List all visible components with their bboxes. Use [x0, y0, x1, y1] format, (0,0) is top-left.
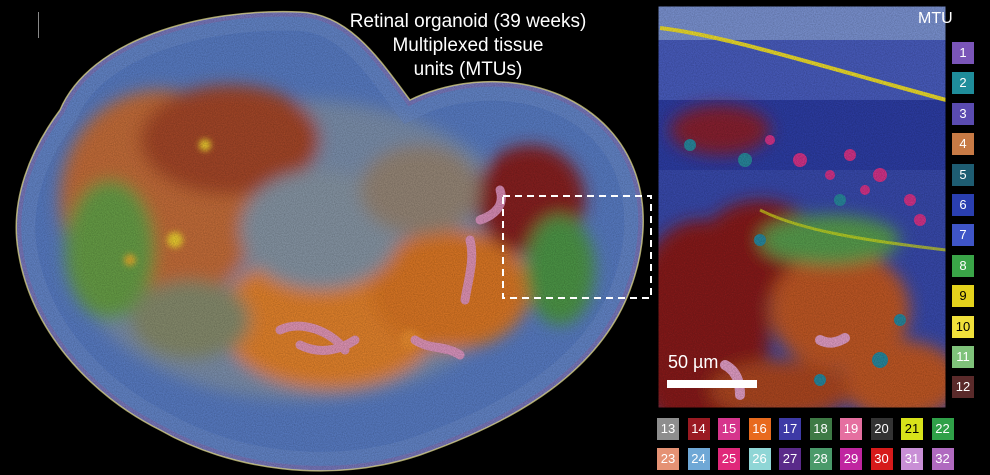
legend-swatch-mtu-31: 31 — [901, 448, 923, 470]
legend-swatch-mtu-6: 6 — [952, 194, 974, 216]
legend-swatch-mtu-5: 5 — [952, 163, 974, 186]
legend-swatch-mtu-21: 21 — [901, 418, 923, 440]
title-line-1: Retinal organoid (39 weeks) — [349, 11, 587, 32]
scale-bar — [667, 380, 757, 388]
figure-title: Retinal organoid (39 weeks) Multiplexed … — [318, 10, 618, 82]
zoom-inset — [658, 6, 946, 408]
legend-swatch-mtu-4: 4 — [952, 133, 974, 156]
legend-swatch-mtu-3: 3 — [952, 102, 974, 125]
legend-swatch-mtu-29: 29 — [840, 448, 862, 470]
zoom-region-box — [502, 195, 652, 299]
legend-swatch-mtu-22: 22 — [931, 418, 954, 440]
legend-swatch-mtu-27: 27 — [779, 448, 801, 470]
legend-swatch-mtu-20: 20 — [870, 418, 893, 440]
legend-swatch-mtu-19: 19 — [840, 418, 862, 440]
legend-title: MTU — [918, 10, 953, 27]
legend-swatch-mtu-15: 15 — [718, 418, 740, 440]
legend-swatch-mtu-1: 1 — [952, 42, 974, 64]
legend-swatch-mtu-9: 9 — [952, 285, 974, 308]
legend-swatch-mtu-2: 2 — [952, 72, 974, 95]
legend-swatch-mtu-12: 12 — [952, 376, 974, 399]
panel-divider-mark — [38, 12, 39, 38]
legend-swatch-mtu-7: 7 — [952, 224, 974, 247]
legend-swatch-mtu-10: 10 — [952, 315, 974, 338]
legend-swatch-mtu-24: 24 — [687, 448, 710, 470]
legend-swatch-mtu-23: 23 — [657, 448, 679, 470]
legend-swatch-mtu-18: 18 — [809, 418, 832, 440]
scale-bar-label: 50 µm — [668, 352, 719, 372]
legend-swatch-mtu-28: 28 — [809, 448, 832, 470]
legend-swatch-mtu-26: 26 — [748, 448, 771, 470]
legend-swatch-mtu-14: 14 — [687, 418, 710, 440]
legend-swatch-mtu-25: 25 — [718, 448, 740, 470]
legend-swatch-mtu-13: 13 — [657, 418, 679, 440]
legend-swatch-mtu-32: 32 — [931, 448, 954, 470]
legend-swatch-mtu-11: 11 — [952, 346, 974, 368]
legend-swatch-mtu-16: 16 — [748, 418, 771, 440]
legend-swatch-mtu-8: 8 — [952, 254, 974, 277]
legend-swatch-mtu-17: 17 — [779, 418, 801, 440]
title-line-3: units (MTUs) — [413, 59, 523, 80]
title-line-2: Multiplexed tissue — [392, 35, 544, 56]
legend-swatch-mtu-30: 30 — [870, 448, 893, 470]
